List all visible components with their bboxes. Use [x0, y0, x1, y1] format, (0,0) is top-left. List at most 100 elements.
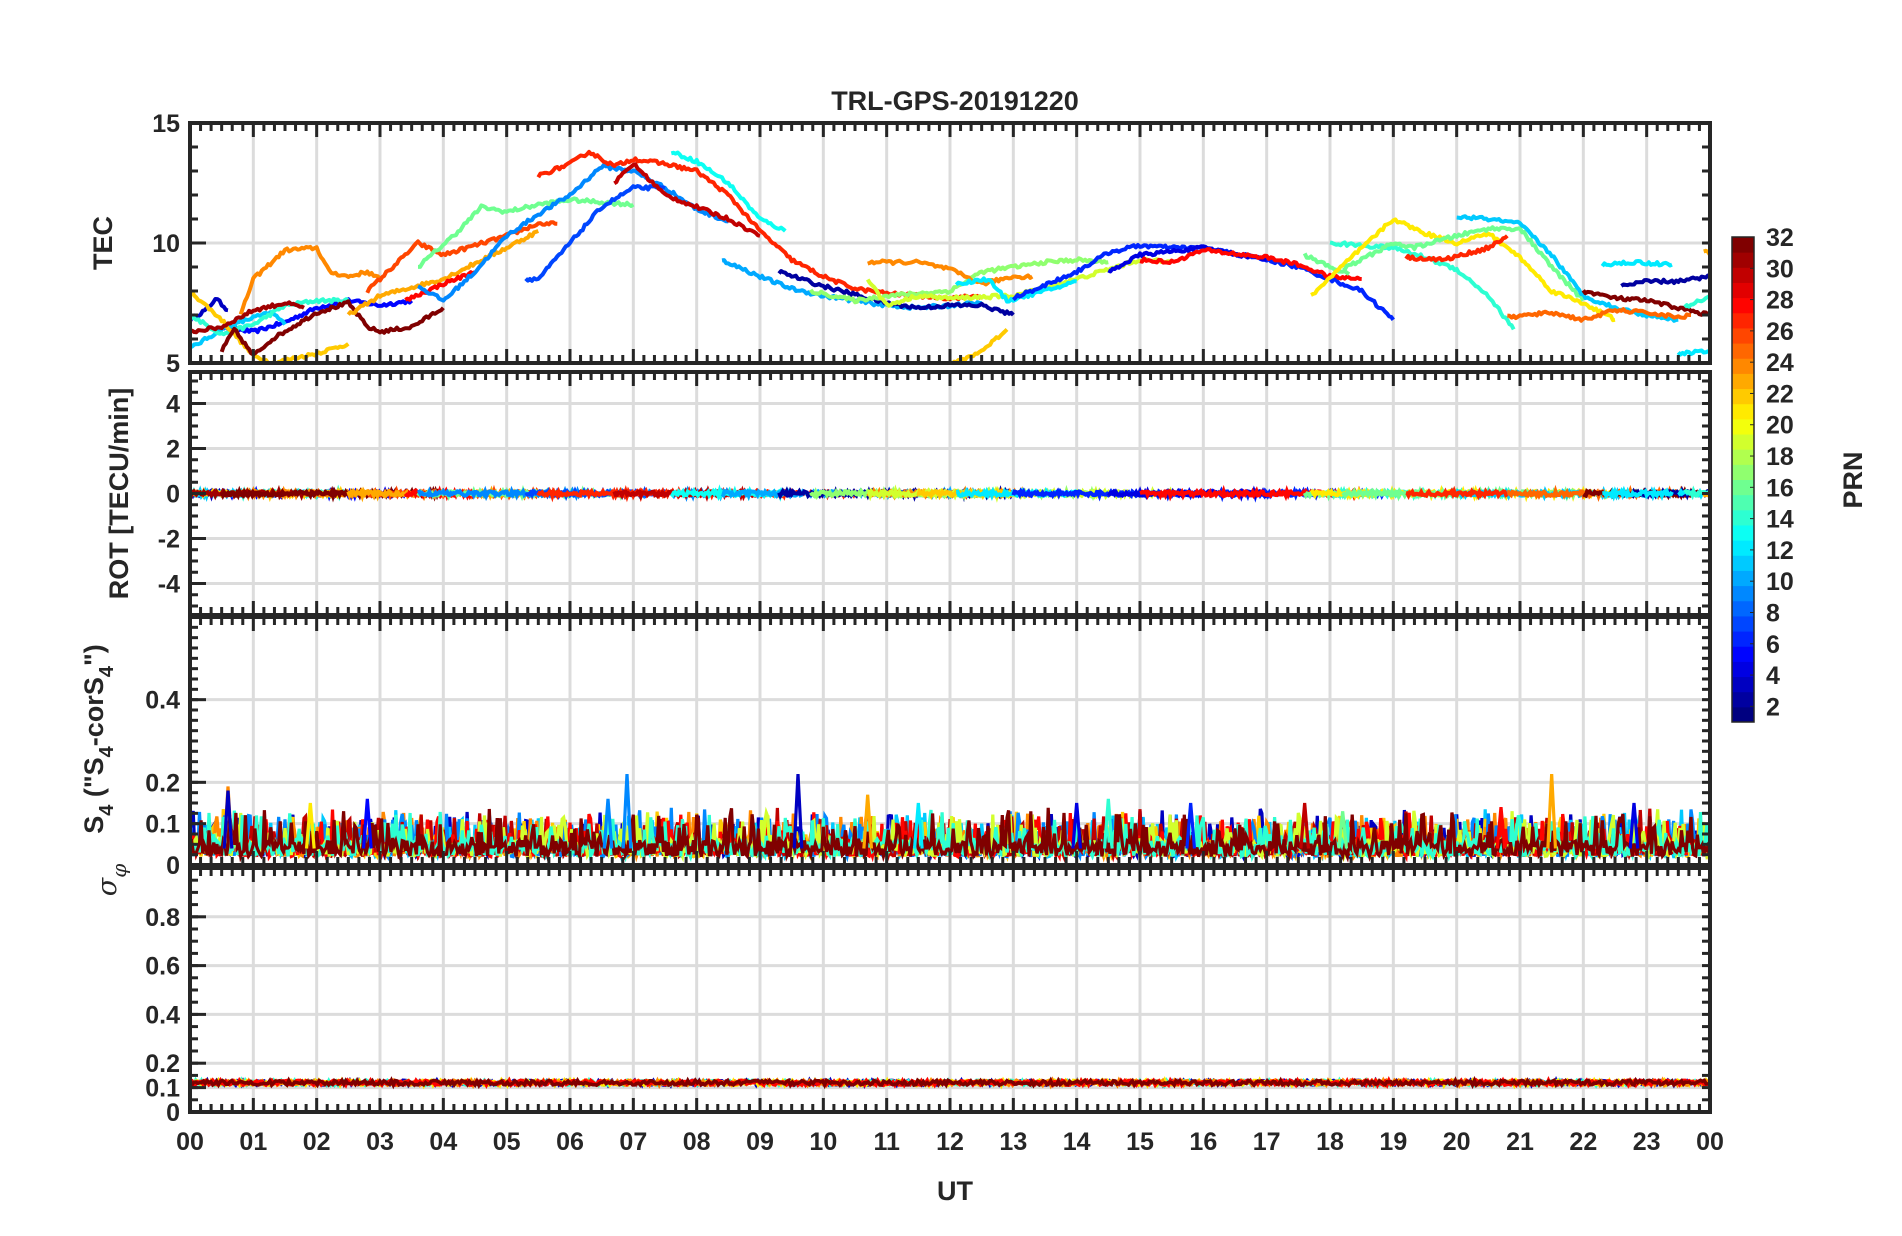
- colorbar-band: [1732, 676, 1754, 693]
- colorbar-band: [1732, 237, 1754, 253]
- colorbar-tick-label: 18: [1766, 443, 1794, 471]
- colorbar-tick-label: 16: [1766, 474, 1794, 502]
- x-tick-label: 12: [936, 1128, 964, 1156]
- s4-peak-prn-30: [1299, 802, 1311, 849]
- x-tick-label: 23: [1633, 1128, 1661, 1156]
- panel-tec: 5 10 15 TEC: [88, 110, 1712, 378]
- y-tick-label: 0.8: [145, 904, 180, 932]
- colorbar-band: [1732, 585, 1754, 602]
- colorbar-band: [1732, 282, 1754, 299]
- x-tick-label: 05: [493, 1128, 521, 1156]
- y-tick-label: 0.4: [145, 1001, 180, 1029]
- colorbar-band: [1732, 615, 1754, 632]
- colorbar-band: [1732, 449, 1754, 465]
- y-tick-label: 10: [152, 230, 180, 258]
- tec-track-prn-28: [1139, 247, 1362, 281]
- tec-track-prn-16: [1342, 225, 1586, 302]
- tec-track-prn-14: [1683, 294, 1710, 309]
- colorbar-tick-label: 30: [1766, 255, 1794, 283]
- tec-track-prn-16: [418, 196, 635, 269]
- y-tick-label: 0.6: [145, 953, 180, 981]
- tec-track-prn-28: [404, 270, 477, 302]
- colorbar-band: [1732, 267, 1754, 283]
- colorbar-tick-label: 26: [1766, 318, 1794, 346]
- tec-track-prn-22: [918, 327, 1009, 363]
- colorbar-tick-label: 14: [1766, 506, 1794, 534]
- tec-track-prn-25: [1507, 307, 1691, 323]
- colorbar-band: [1732, 403, 1754, 420]
- x-tick-label: 07: [619, 1128, 647, 1156]
- colorbar-band: [1732, 327, 1754, 344]
- x-tick-label: 04: [429, 1128, 457, 1156]
- colorbar-band: [1732, 479, 1754, 496]
- colorbar-band: [1732, 691, 1754, 708]
- colorbar-tick-label: 24: [1766, 349, 1794, 377]
- panel-rot: -4 -2 0 2 4 ROT [TECU/min]: [104, 370, 1712, 617]
- s4-peak-prn-3: [222, 790, 234, 849]
- s4-peak-prn-4: [1628, 802, 1640, 849]
- colorbar-band: [1732, 509, 1754, 526]
- rot-track-prn-12: [1602, 485, 1674, 502]
- label-part: -corS: [79, 677, 109, 746]
- tec-track-prn-12: [1600, 259, 1673, 268]
- colorbar-band: [1732, 600, 1754, 617]
- y-tick-label: 0.1: [145, 811, 180, 839]
- s4-peak-prn-23: [1546, 773, 1558, 849]
- colorbar-band: [1732, 358, 1754, 374]
- x-tick-label: 19: [1379, 1128, 1407, 1156]
- x-tick-label: 15: [1126, 1128, 1154, 1156]
- y-tick-label: 0.2: [145, 1050, 180, 1078]
- colorbar-tick-label: 22: [1766, 380, 1794, 408]
- y-tick-label: -2: [158, 526, 180, 554]
- x-tick-label: 08: [683, 1128, 711, 1156]
- colorbar-tick-label: 6: [1766, 631, 1780, 659]
- tec-track-prn-32: [1581, 289, 1710, 317]
- s4-peak-prn-14: [1102, 798, 1114, 849]
- colorbar-band: [1732, 494, 1754, 511]
- s4-peak-prn-9: [602, 798, 614, 849]
- x-tick-label: 10: [809, 1128, 837, 1156]
- rot-track-prn-27: [1405, 485, 1509, 501]
- x-tick-label: 00: [176, 1128, 204, 1156]
- tec-track-prn-9: [417, 162, 729, 303]
- data-layer: [190, 149, 1710, 363]
- colorbar-band: [1732, 464, 1754, 480]
- tec-track-prn-23: [346, 229, 540, 316]
- x-axis-label: UT: [937, 1176, 973, 1206]
- tec-track-prn-11: [1456, 214, 1679, 323]
- y-tick-label: 0.2: [145, 769, 180, 797]
- x-tick-label: 02: [303, 1128, 331, 1156]
- colorbar-tick-label: 28: [1766, 287, 1794, 315]
- y-tick-label: 2: [166, 436, 180, 464]
- y-tick-label: 0: [166, 852, 180, 880]
- colorbar-band: [1732, 555, 1754, 571]
- y-tick-label: 4: [166, 391, 180, 419]
- tec-track-prn-32: [219, 299, 445, 357]
- y-axis-label-rot: ROT [TECU/min]: [104, 388, 134, 599]
- subscript: 4: [96, 804, 118, 816]
- colorbar-band: [1732, 706, 1754, 723]
- s4-peak-prn-21: [304, 802, 316, 849]
- label-part: σ: [92, 876, 123, 896]
- data-layer: [190, 484, 1710, 503]
- colorbar-band: [1732, 631, 1754, 647]
- tec-track-prn-5: [221, 297, 414, 335]
- colorbar-band: [1732, 661, 1754, 678]
- s4-peak-prn-12: [912, 802, 924, 849]
- s4-peak-prn-16: [1337, 811, 1349, 849]
- tec-track-prn-17: [809, 256, 1109, 305]
- colorbar-band: [1732, 343, 1754, 359]
- s4-peak-prn-4: [1071, 802, 1083, 849]
- x-tick-labels: 00 01 02 03 04 05 06 07 08 09 10 11 12 13 14 15 16 17 18 19…: [176, 1128, 1724, 1156]
- tec-track-prn-13: [670, 150, 787, 233]
- subscript: 4: [96, 745, 118, 757]
- subscript: 4: [96, 665, 118, 677]
- tec-track-prn-27: [1404, 234, 1509, 263]
- s4-peak-prn-3: [792, 773, 804, 849]
- panel-s4: 00.10.20.4S4 ("S4-corS4"): [79, 615, 1712, 880]
- tec-track-prn-26: [365, 220, 558, 294]
- tec-track-prn-7: [524, 184, 666, 283]
- subscript: φ: [107, 864, 131, 878]
- x-tick-label: 16: [1189, 1128, 1217, 1156]
